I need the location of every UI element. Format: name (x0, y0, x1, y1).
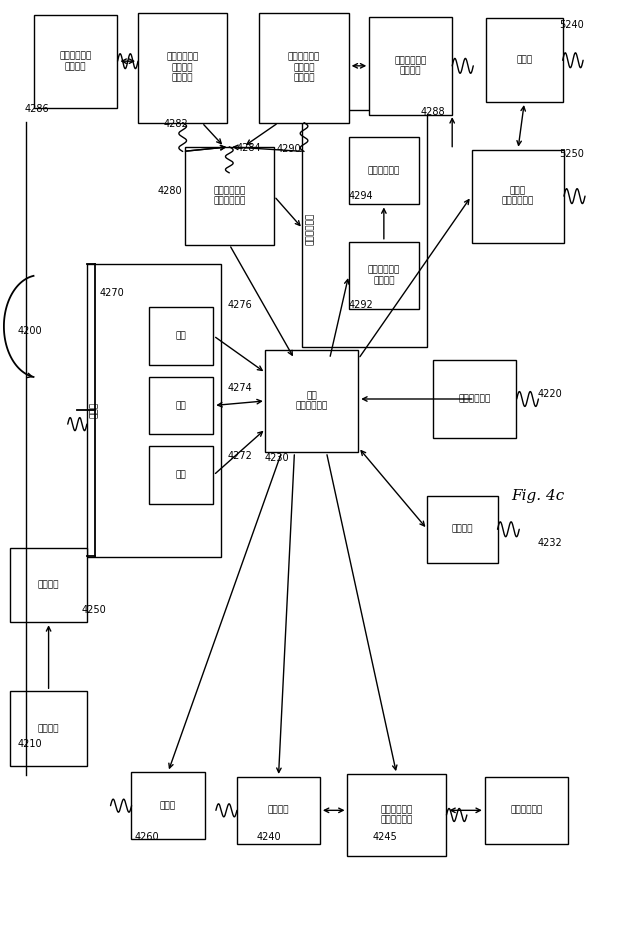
Text: 4274: 4274 (228, 383, 253, 393)
Text: 療法デバイス
コントローラ: 療法デバイス コントローラ (381, 805, 413, 825)
Text: クロック: クロック (452, 525, 473, 534)
Bar (349, 241, 419, 308)
Text: 速度: 速度 (175, 331, 186, 340)
Bar (149, 377, 212, 434)
Text: ディスプレイ
ドライバ: ディスプレイ ドライバ (368, 266, 400, 285)
Bar (184, 147, 274, 245)
Bar (138, 13, 227, 123)
Bar (149, 446, 212, 504)
Text: 4284: 4284 (237, 144, 262, 154)
Text: 4245: 4245 (372, 832, 397, 842)
Bar (259, 13, 349, 123)
Text: リモート外部
デバイス: リモート外部 デバイス (60, 51, 92, 71)
Bar (484, 777, 568, 843)
Text: 出力デバイス: 出力デバイス (306, 212, 315, 245)
Bar (347, 774, 446, 856)
Bar (472, 150, 564, 242)
Text: 4250: 4250 (82, 605, 106, 615)
Text: 4260: 4260 (135, 832, 159, 842)
Bar (149, 307, 212, 364)
Bar (486, 19, 563, 103)
Bar (10, 548, 87, 623)
Bar (237, 777, 320, 843)
Text: 4200: 4200 (18, 325, 43, 336)
Text: 加湿器
コントローラ: 加湿器 コントローラ (502, 186, 534, 206)
Text: 4280: 4280 (157, 186, 182, 196)
Bar (131, 773, 205, 839)
Text: センサ: センサ (90, 402, 99, 418)
Text: 4270: 4270 (100, 289, 124, 298)
Text: 入力デバイス: 入力デバイス (458, 394, 491, 404)
Text: 4290: 4290 (276, 144, 301, 154)
Text: 4232: 4232 (537, 538, 562, 548)
Text: 中央
コントローラ: 中央 コントローラ (296, 391, 328, 411)
Text: 4282: 4282 (164, 119, 188, 130)
Text: 4220: 4220 (537, 389, 562, 399)
Bar (266, 350, 358, 452)
Bar (433, 361, 516, 438)
Text: 5240: 5240 (559, 21, 584, 31)
Text: 4240: 4240 (256, 832, 281, 842)
Text: 4276: 4276 (228, 300, 253, 309)
Bar (349, 138, 419, 204)
Text: ディスプレイ: ディスプレイ (368, 167, 400, 175)
Text: ヒータ: ヒータ (516, 56, 532, 64)
Bar (34, 15, 117, 108)
Text: メモリ: メモリ (160, 802, 176, 810)
Text: Fig. 4c: Fig. 4c (511, 488, 565, 502)
Text: 4292: 4292 (349, 300, 374, 309)
Text: 5250: 5250 (559, 149, 584, 158)
Text: 療法デバイス: 療法デバイス (510, 806, 542, 815)
Text: リモート外部
通信ネッ
トワーク: リモート外部 通信ネッ トワーク (166, 53, 199, 83)
Bar (428, 496, 497, 563)
Text: 4230: 4230 (264, 453, 289, 463)
Text: データ通信イ
ンタフェース: データ通信イ ンタフェース (213, 186, 246, 206)
Bar (10, 692, 87, 766)
Text: 保護回路: 保護回路 (268, 806, 289, 815)
Text: 4272: 4272 (228, 451, 253, 461)
Text: 圧力: 圧力 (175, 401, 186, 410)
Bar (369, 17, 452, 115)
Bar (87, 264, 221, 556)
Text: 4294: 4294 (349, 191, 373, 200)
Text: 電源装置: 電源装置 (38, 724, 60, 733)
Bar (303, 110, 427, 348)
Text: 保護回路: 保護回路 (38, 581, 60, 590)
Text: 4286: 4286 (25, 104, 49, 115)
Text: 4210: 4210 (18, 739, 43, 749)
Text: 流量: 流量 (175, 471, 186, 480)
Text: ローカル外部
通信ネッ
トワーク: ローカル外部 通信ネッ トワーク (288, 53, 320, 83)
Text: ローカル外部
デバイス: ローカル外部 デバイス (394, 56, 427, 75)
Text: 4288: 4288 (421, 107, 445, 117)
